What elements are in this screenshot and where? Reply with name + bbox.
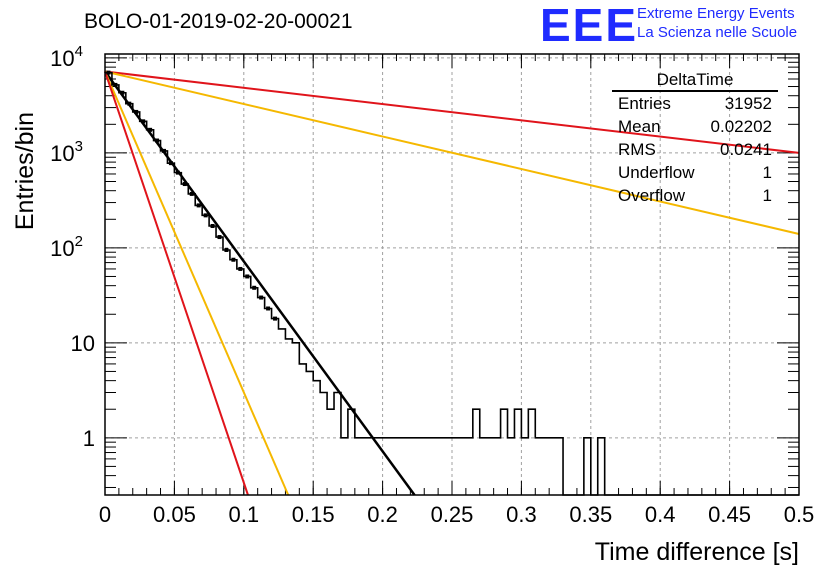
y-axis-label: Entries/bin	[11, 112, 39, 230]
curve-yellow-3	[104, 71, 290, 496]
stats-value: 31952	[724, 94, 772, 113]
curve-red-1	[104, 70, 800, 154]
logo-line-2: La Scienza nelle Scuole	[637, 24, 798, 41]
x-tick-label: 0.3	[506, 502, 537, 527]
x-axis-ticks: 0 0.05 0.1 0.15 0.2 0.25 0.3 0.35 0.4 0.45 0.5	[99, 54, 814, 527]
x-tick-label: 0	[99, 502, 111, 527]
histogram-point	[266, 306, 271, 311]
histogram-point	[134, 109, 139, 114]
stats-value: 0.02202	[710, 117, 772, 136]
histogram-point	[168, 161, 173, 166]
histogram-point	[231, 257, 236, 262]
stats-title: DeltaTime	[612, 70, 778, 92]
histogram-point	[175, 170, 180, 175]
histogram-point	[273, 316, 278, 321]
histogram-point	[148, 127, 153, 132]
histogram-point	[203, 213, 208, 218]
y-tick-label: 102	[50, 233, 83, 261]
stats-label: RMS	[618, 140, 656, 159]
stats-value: 1	[762, 186, 772, 205]
histogram-point	[113, 82, 118, 87]
eee-logo-mark: EEE	[540, 0, 639, 51]
y-tick-label: 10	[71, 331, 95, 356]
curve-red-4	[104, 71, 249, 496]
x-axis-label: Time difference [s]	[595, 538, 799, 566]
stats-row-underflow: Underflow 1	[612, 161, 778, 184]
histogram-point	[182, 182, 187, 187]
eee-logo-text: Extreme Energy Events La Scienza nelle S…	[637, 4, 797, 42]
histogram-point	[106, 70, 111, 75]
fit-curves	[103, 70, 800, 496]
plot-frame	[104, 53, 800, 496]
histogram-point	[252, 285, 257, 290]
x-tick-label: 0.45	[708, 502, 751, 527]
histogram-point	[155, 138, 160, 143]
y-tick-label: 1	[83, 426, 95, 451]
stats-box: DeltaTime Entries 31952 Mean 0.02202 RMS…	[612, 70, 778, 207]
grid-lines	[105, 54, 799, 495]
stats-label: Overflow	[618, 186, 686, 205]
stats-row-entries: Entries 31952	[612, 92, 778, 115]
run-title: BOLO-01-2019-02-20-00021	[84, 10, 353, 33]
stats-row-rms: RMS 0.0241	[612, 138, 778, 161]
x-tick-label: 0.2	[367, 502, 398, 527]
logo-line-1: Extreme Energy Events	[637, 5, 795, 22]
histogram-point	[224, 247, 229, 252]
histogram-point	[259, 295, 264, 300]
stats-label: Entries	[618, 94, 671, 113]
histogram-point	[189, 191, 194, 196]
histogram-point	[217, 235, 222, 240]
histogram-point	[141, 119, 146, 124]
histogram-point	[127, 101, 132, 106]
x-tick-label: 0.15	[292, 502, 335, 527]
y-tick-label: 103	[50, 138, 83, 166]
stats-row-mean: Mean 0.02202	[612, 115, 778, 138]
histogram-point	[238, 266, 243, 271]
histogram-point	[120, 90, 125, 95]
stats-value: 0.0241	[720, 140, 772, 159]
y-tick-label: 104	[50, 43, 83, 71]
histogram-point	[210, 223, 215, 228]
histogram-point	[245, 274, 250, 279]
stats-value: 1	[762, 163, 772, 182]
x-tick-label: 0.35	[569, 502, 612, 527]
histogram-point	[196, 203, 201, 208]
x-tick-label: 0.5	[784, 502, 815, 527]
x-tick-label: 0.05	[153, 502, 196, 527]
stats-label: Underflow	[618, 163, 695, 182]
x-tick-label: 0.4	[645, 502, 676, 527]
x-tick-label: 0.25	[431, 502, 474, 527]
curve-yellow-2	[104, 70, 800, 235]
stats-row-overflow: Overflow 1	[612, 184, 778, 207]
x-tick-label: 0.1	[229, 502, 260, 527]
stats-label: Mean	[618, 117, 661, 136]
histogram-point	[161, 148, 166, 153]
